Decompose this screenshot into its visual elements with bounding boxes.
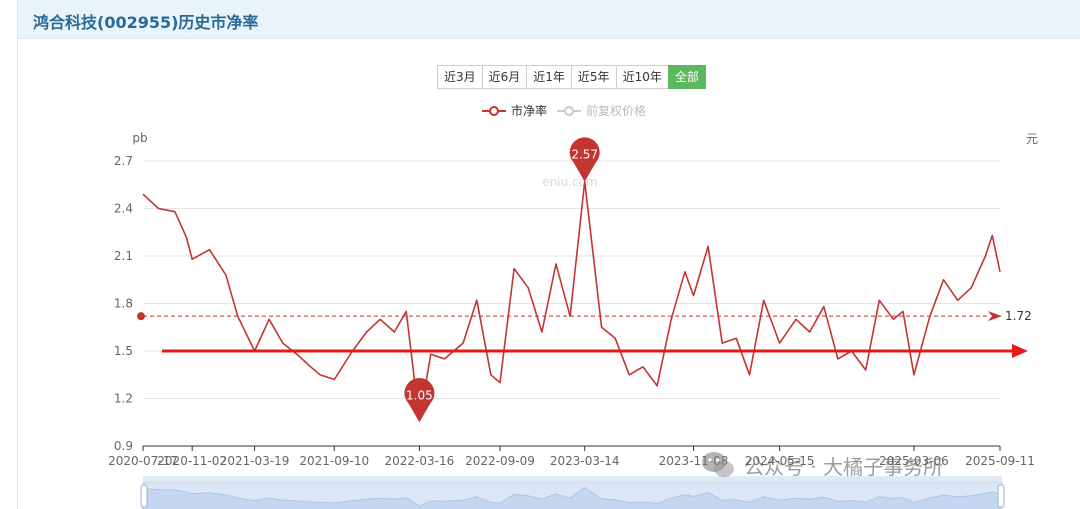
marker-min: 1.05	[404, 378, 435, 423]
mean-line-label: 1.72	[1005, 309, 1032, 323]
legend-line-icon	[482, 105, 506, 116]
zoom-handle-left[interactable]	[140, 484, 148, 508]
legend-item-0[interactable]: 市净率	[482, 102, 547, 119]
marker-label: 1.05	[406, 388, 433, 402]
account-watermark: 公众号 · 大橘子事务所	[700, 450, 943, 480]
x-tick-label: 2023-03-14	[550, 454, 620, 468]
marker-pin	[404, 378, 435, 423]
range-button-5[interactable]: 全部	[667, 65, 706, 89]
marker-pin	[569, 137, 600, 182]
mean-line-arrow	[988, 311, 1002, 322]
y-tick-label: 2.4	[114, 202, 133, 216]
chart-watermark: eniu.com	[542, 175, 597, 189]
x-tick-label: 2025-09-11	[965, 454, 1035, 468]
marker-max: 2.57	[569, 137, 600, 182]
y-tick-label: 0.9	[114, 439, 133, 453]
marker-layer: 2.57 1.05	[404, 137, 600, 423]
legend-label: 市净率	[511, 104, 548, 118]
trend-arrow-layer	[162, 344, 1028, 358]
y-axis: 0.9 1.2 1.5 1.8 2.1 2.4 2.7	[114, 154, 133, 453]
range-button-3[interactable]: 近5年	[570, 65, 617, 89]
series-layer	[142, 180, 1001, 422]
y-tick-label: 2.1	[114, 249, 133, 263]
trend-arrow-head	[1012, 344, 1028, 358]
y-tick-label: 1.8	[114, 297, 133, 311]
y-tick-label: 1.2	[114, 392, 133, 406]
y-axis-label-left: pb	[132, 131, 147, 145]
wechat-icon	[702, 452, 734, 477]
x-tick-label: 2021-09-10	[299, 454, 369, 468]
y-tick-label: 1.5	[114, 344, 133, 358]
mean-line: 1.72	[137, 309, 1032, 323]
account-name: 公众号 · 大橘子事务所	[744, 454, 944, 479]
x-tick-label: 2021-03-19	[220, 454, 290, 468]
zoom-handle-right[interactable]	[997, 484, 1005, 508]
x-tick-label: 2022-03-16	[385, 454, 455, 468]
marker-label: 2.57	[571, 148, 598, 162]
legend-label: 前复权价格	[586, 104, 647, 118]
legend-line-icon	[557, 105, 582, 116]
chart-legend: 市净率 前复权价格	[482, 102, 656, 119]
legend-item-1[interactable]: 前复权价格	[557, 102, 646, 119]
chart-panel: 鸿合科技(002955)历史市净率	[17, 0, 1080, 509]
y-axis-label-right: 元	[1026, 132, 1038, 146]
x-tick-label: 2020-11-02	[157, 454, 227, 468]
y-tick-label: 2.7	[114, 154, 133, 168]
range-button-2[interactable]: 近1年	[526, 65, 572, 89]
series-line	[142, 180, 1001, 422]
x-tick-label: 2022-09-09	[465, 454, 535, 468]
range-button-0[interactable]: 近3月	[437, 65, 483, 89]
zoom-preview	[142, 487, 1001, 509]
x-tick-label: 2024-05-15	[745, 454, 815, 468]
x-tick-label: 2025-03-06	[879, 454, 949, 468]
data-zoom-slider[interactable]	[140, 476, 1005, 509]
range-button-4[interactable]: 近10年	[615, 65, 669, 89]
panel-header: 鸿合科技(002955)历史市净率	[18, 0, 1080, 39]
x-tick-label: 2020-07-17	[108, 454, 178, 468]
page-title: 鸿合科技(002955)历史市净率	[33, 13, 259, 32]
range-button-1[interactable]: 近6月	[481, 65, 528, 89]
range-button-group: 近3月 近6月 近1年 近5年 近10年 全部	[437, 65, 706, 89]
mean-line-start-dot	[137, 312, 145, 321]
zoom-top-bar[interactable]	[143, 476, 1002, 482]
